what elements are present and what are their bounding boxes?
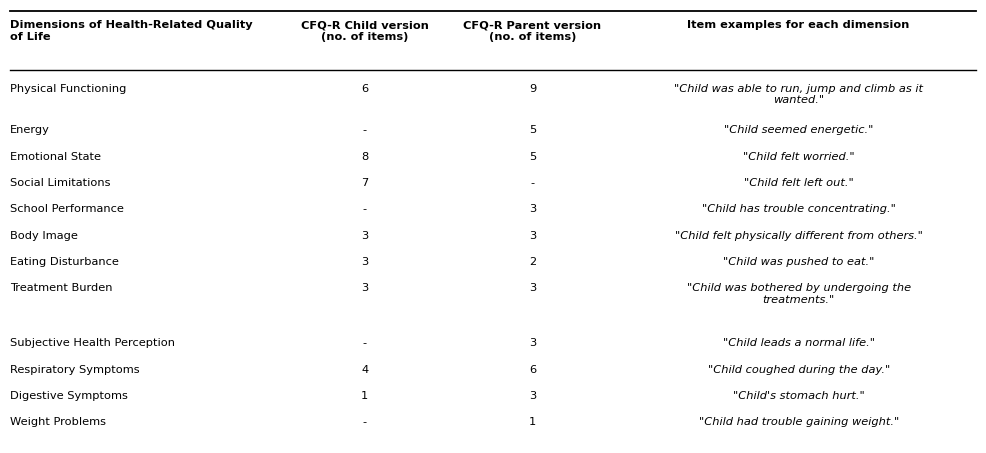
Text: 4: 4 xyxy=(361,365,369,375)
Text: 6: 6 xyxy=(361,84,369,94)
Text: 3: 3 xyxy=(528,283,536,293)
Text: 2: 2 xyxy=(528,257,536,267)
Text: 9: 9 xyxy=(528,84,536,94)
Text: "Child leads a normal life.": "Child leads a normal life." xyxy=(723,338,875,348)
Text: "Child seemed energetic.": "Child seemed energetic." xyxy=(724,125,874,135)
Text: "Child was able to run, jump and climb as it
wanted.": "Child was able to run, jump and climb a… xyxy=(674,84,923,106)
Text: 1: 1 xyxy=(528,417,536,427)
Text: Emotional State: Emotional State xyxy=(10,152,101,162)
Text: "Child felt left out.": "Child felt left out." xyxy=(743,178,854,188)
Text: Eating Disturbance: Eating Disturbance xyxy=(10,257,118,267)
Text: "Child had trouble gaining weight.": "Child had trouble gaining weight." xyxy=(698,417,899,427)
Text: -: - xyxy=(363,338,367,348)
Text: School Performance: School Performance xyxy=(10,204,123,214)
Text: 6: 6 xyxy=(528,365,536,375)
Text: -: - xyxy=(363,204,367,214)
Text: Treatment Burden: Treatment Burden xyxy=(10,283,112,293)
Text: Respiratory Symptoms: Respiratory Symptoms xyxy=(10,365,139,375)
Text: "Child's stomach hurt.": "Child's stomach hurt." xyxy=(733,391,865,401)
Text: "Child has trouble concentrating.": "Child has trouble concentrating." xyxy=(702,204,895,214)
Text: -: - xyxy=(363,417,367,427)
Text: Body Image: Body Image xyxy=(10,231,78,241)
Text: 3: 3 xyxy=(528,338,536,348)
Text: 3: 3 xyxy=(528,204,536,214)
Text: -: - xyxy=(530,178,534,188)
Text: 1: 1 xyxy=(361,391,369,401)
Text: 8: 8 xyxy=(361,152,369,162)
Text: "Child felt physically different from others.": "Child felt physically different from ot… xyxy=(674,231,923,241)
Text: Weight Problems: Weight Problems xyxy=(10,417,106,427)
Text: 3: 3 xyxy=(528,391,536,401)
Text: CFQ-R Child version
(no. of items): CFQ-R Child version (no. of items) xyxy=(301,20,429,42)
Text: 5: 5 xyxy=(528,152,536,162)
Text: 7: 7 xyxy=(361,178,369,188)
Text: 3: 3 xyxy=(361,231,369,241)
Text: 5: 5 xyxy=(528,125,536,135)
Text: "Child was pushed to eat.": "Child was pushed to eat." xyxy=(723,257,875,267)
Text: Energy: Energy xyxy=(10,125,49,135)
Text: "Child coughed during the day.": "Child coughed during the day." xyxy=(708,365,889,375)
Text: CFQ-R Parent version
(no. of items): CFQ-R Parent version (no. of items) xyxy=(463,20,601,42)
Text: 3: 3 xyxy=(528,231,536,241)
Text: Physical Functioning: Physical Functioning xyxy=(10,84,126,94)
Text: Social Limitations: Social Limitations xyxy=(10,178,110,188)
Text: Subjective Health Perception: Subjective Health Perception xyxy=(10,338,175,348)
Text: 3: 3 xyxy=(361,257,369,267)
Text: -: - xyxy=(363,125,367,135)
Text: Dimensions of Health-Related Quality
of Life: Dimensions of Health-Related Quality of … xyxy=(10,20,252,42)
Text: "Child was bothered by undergoing the
treatments.": "Child was bothered by undergoing the tr… xyxy=(686,283,911,305)
Text: Item examples for each dimension: Item examples for each dimension xyxy=(687,20,910,30)
Text: 3: 3 xyxy=(361,283,369,293)
Text: "Child felt worried.": "Child felt worried." xyxy=(742,152,855,162)
Text: Digestive Symptoms: Digestive Symptoms xyxy=(10,391,128,401)
